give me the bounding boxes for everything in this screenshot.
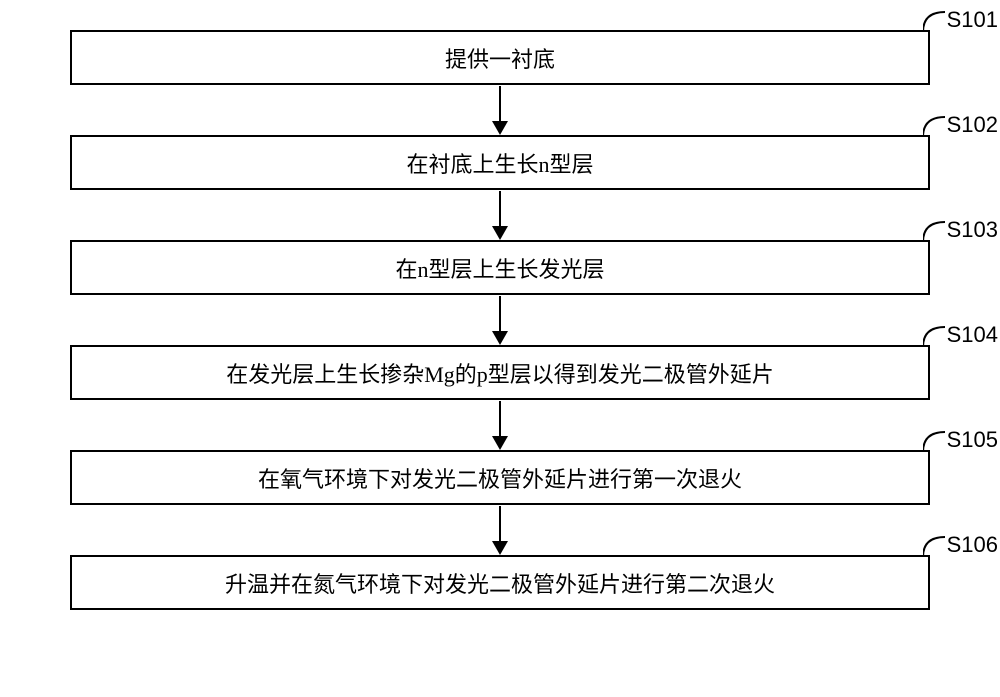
arrow-head-icon: [492, 541, 508, 555]
arrow-head-icon: [492, 436, 508, 450]
arrow-1: [492, 85, 508, 135]
step-3-container: S103 在n型层上生长发光层: [40, 240, 960, 345]
step-2-text: 在衬底上生长n型层: [406, 147, 593, 179]
arrow-3: [492, 295, 508, 345]
step-4-text: 在发光层上生长掺杂Mg的p型层以得到发光二极管外延片: [226, 357, 774, 389]
step-5-text: 在氧气环境下对发光二极管外延片进行第一次退火: [258, 462, 742, 494]
connector-icon: [923, 115, 948, 140]
step-3-box: S103 在n型层上生长发光层: [70, 240, 930, 295]
step-3-text: 在n型层上生长发光层: [395, 252, 604, 284]
step-5-label: S105: [947, 427, 998, 453]
arrow-line: [499, 86, 501, 121]
arrow-line: [499, 401, 501, 436]
step-1-container: S101 提供一衬底: [40, 30, 960, 135]
step-6-container: S106 升温并在氮气环境下对发光二极管外延片进行第二次退火: [40, 555, 960, 610]
step-6-label: S106: [947, 532, 998, 558]
step-1-text: 提供一衬底: [445, 42, 555, 74]
arrow-line: [499, 506, 501, 541]
flowchart-container: S101 提供一衬底 S102 在衬底上生长n型层 S103 在n型层上生长发光…: [40, 30, 960, 610]
step-5-container: S105 在氧气环境下对发光二极管外延片进行第一次退火: [40, 450, 960, 555]
step-1-label: S101: [947, 7, 998, 33]
connector-icon: [923, 220, 948, 245]
arrow-head-icon: [492, 121, 508, 135]
connector-icon: [923, 430, 948, 455]
arrow-4: [492, 400, 508, 450]
step-1-box: S101 提供一衬底: [70, 30, 930, 85]
connector-icon: [923, 325, 948, 350]
arrow-line: [499, 191, 501, 226]
step-2-label: S102: [947, 112, 998, 138]
step-4-box: S104 在发光层上生长掺杂Mg的p型层以得到发光二极管外延片: [70, 345, 930, 400]
arrow-2: [492, 190, 508, 240]
step-6-text: 升温并在氮气环境下对发光二极管外延片进行第二次退火: [225, 567, 775, 599]
step-2-container: S102 在衬底上生长n型层: [40, 135, 960, 240]
step-4-label: S104: [947, 322, 998, 348]
step-2-box: S102 在衬底上生长n型层: [70, 135, 930, 190]
step-5-box: S105 在氧气环境下对发光二极管外延片进行第一次退火: [70, 450, 930, 505]
step-4-container: S104 在发光层上生长掺杂Mg的p型层以得到发光二极管外延片: [40, 345, 960, 450]
arrow-head-icon: [492, 331, 508, 345]
step-6-box: S106 升温并在氮气环境下对发光二极管外延片进行第二次退火: [70, 555, 930, 610]
connector-icon: [923, 535, 948, 560]
arrow-5: [492, 505, 508, 555]
step-3-label: S103: [947, 217, 998, 243]
arrow-line: [499, 296, 501, 331]
connector-icon: [923, 10, 948, 35]
arrow-head-icon: [492, 226, 508, 240]
